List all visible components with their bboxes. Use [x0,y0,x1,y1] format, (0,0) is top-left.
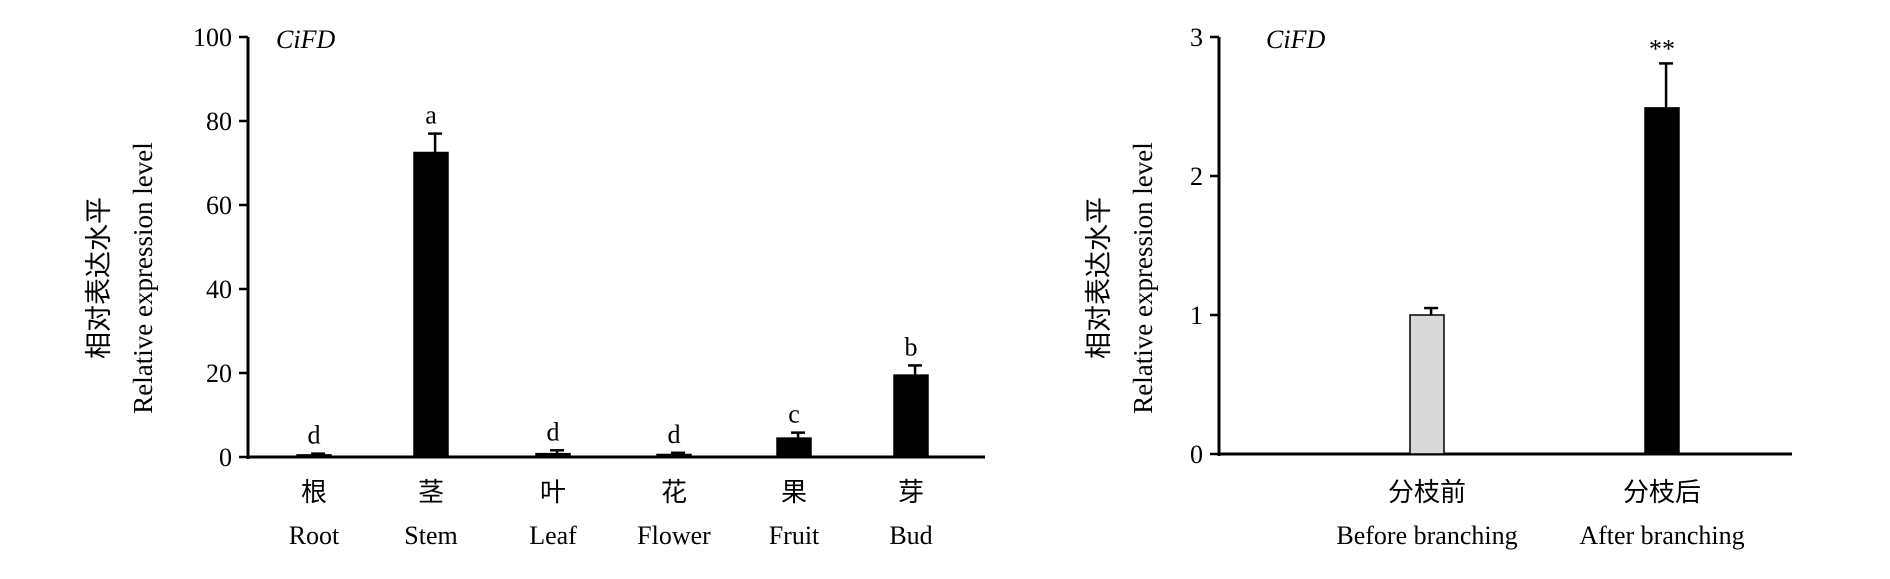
category-label-en: After branching [1579,521,1744,550]
category-label-en: Stem [404,521,457,550]
bar [296,454,332,458]
category-label-en: Leaf [529,521,577,550]
bar [1409,314,1445,455]
tissue-expression-chart: 0 20 40 60 80 100 根 Root 茎 Stem 叶 Leaf 花 Flower 果 Fruit… [84,23,985,550]
category-label-en: Bud [889,521,932,550]
significance-label: d [668,420,681,449]
tissue-chart-axes: 0 20 40 60 80 100 根 Root 茎 Stem 叶 Leaf 花 Flower 果 Fruit… [193,23,985,550]
tissue-chart-gene-label: CiFD [276,25,335,54]
y-tick-label: 60 [206,191,232,220]
category-label-zh: 分枝后 [1623,478,1701,507]
branching-chart-gene-label: CiFD [1266,25,1325,54]
y-tick-label: 20 [206,359,232,388]
tissue-chart-ylabel-en: Relative expression level [128,142,158,413]
category-label-en: Before branching [1336,521,1517,550]
y-tick-label: 2 [1190,162,1203,191]
significance-label: d [547,417,560,446]
bar [1644,107,1680,455]
bar [776,437,812,458]
category-label-en: Fruit [769,521,820,550]
category-label-zh: 根 [301,478,327,507]
tissue-chart-bars: d a d d c b [296,101,929,458]
branching-chart-ylabel-en: Relative expression level [1128,142,1158,413]
branching-chart-axes: 0 1 2 3 分枝前 Before branching 分枝后 After branchin… [1190,23,1792,550]
bar [413,151,449,458]
category-label-zh: 果 [781,478,807,507]
significance-label: ** [1649,34,1675,63]
category-label-zh: 分枝前 [1388,478,1466,507]
bar [893,374,929,458]
significance-label: b [905,332,918,361]
category-label-zh: 茎 [418,478,444,507]
tissue-chart-ylabel-zh: 相对表达水平 [84,197,114,359]
branching-expression-chart: 0 1 2 3 分枝前 Before branching 分枝后 After branchin… [1084,23,1792,550]
bar [535,452,571,458]
category-label-zh: 芽 [898,478,924,507]
bar [656,453,692,458]
y-tick-label: 1 [1190,301,1203,330]
y-tick-label: 40 [206,275,232,304]
category-label-en: Flower [637,521,711,550]
significance-label: a [425,101,437,130]
y-tick-label: 0 [1190,440,1203,469]
significance-label: c [788,400,800,429]
category-label-zh: 叶 [540,478,566,507]
category-label-zh: 花 [661,478,687,507]
y-tick-label: 80 [206,107,232,136]
significance-label: d [308,421,321,450]
branching-chart-ylabel-zh: 相对表达水平 [1084,197,1114,359]
category-label-en: Root [289,521,340,550]
y-tick-label: 3 [1190,23,1203,52]
y-tick-label: 100 [193,23,232,52]
branching-chart-bars: ** [1409,34,1680,455]
y-tick-label: 0 [219,443,232,472]
